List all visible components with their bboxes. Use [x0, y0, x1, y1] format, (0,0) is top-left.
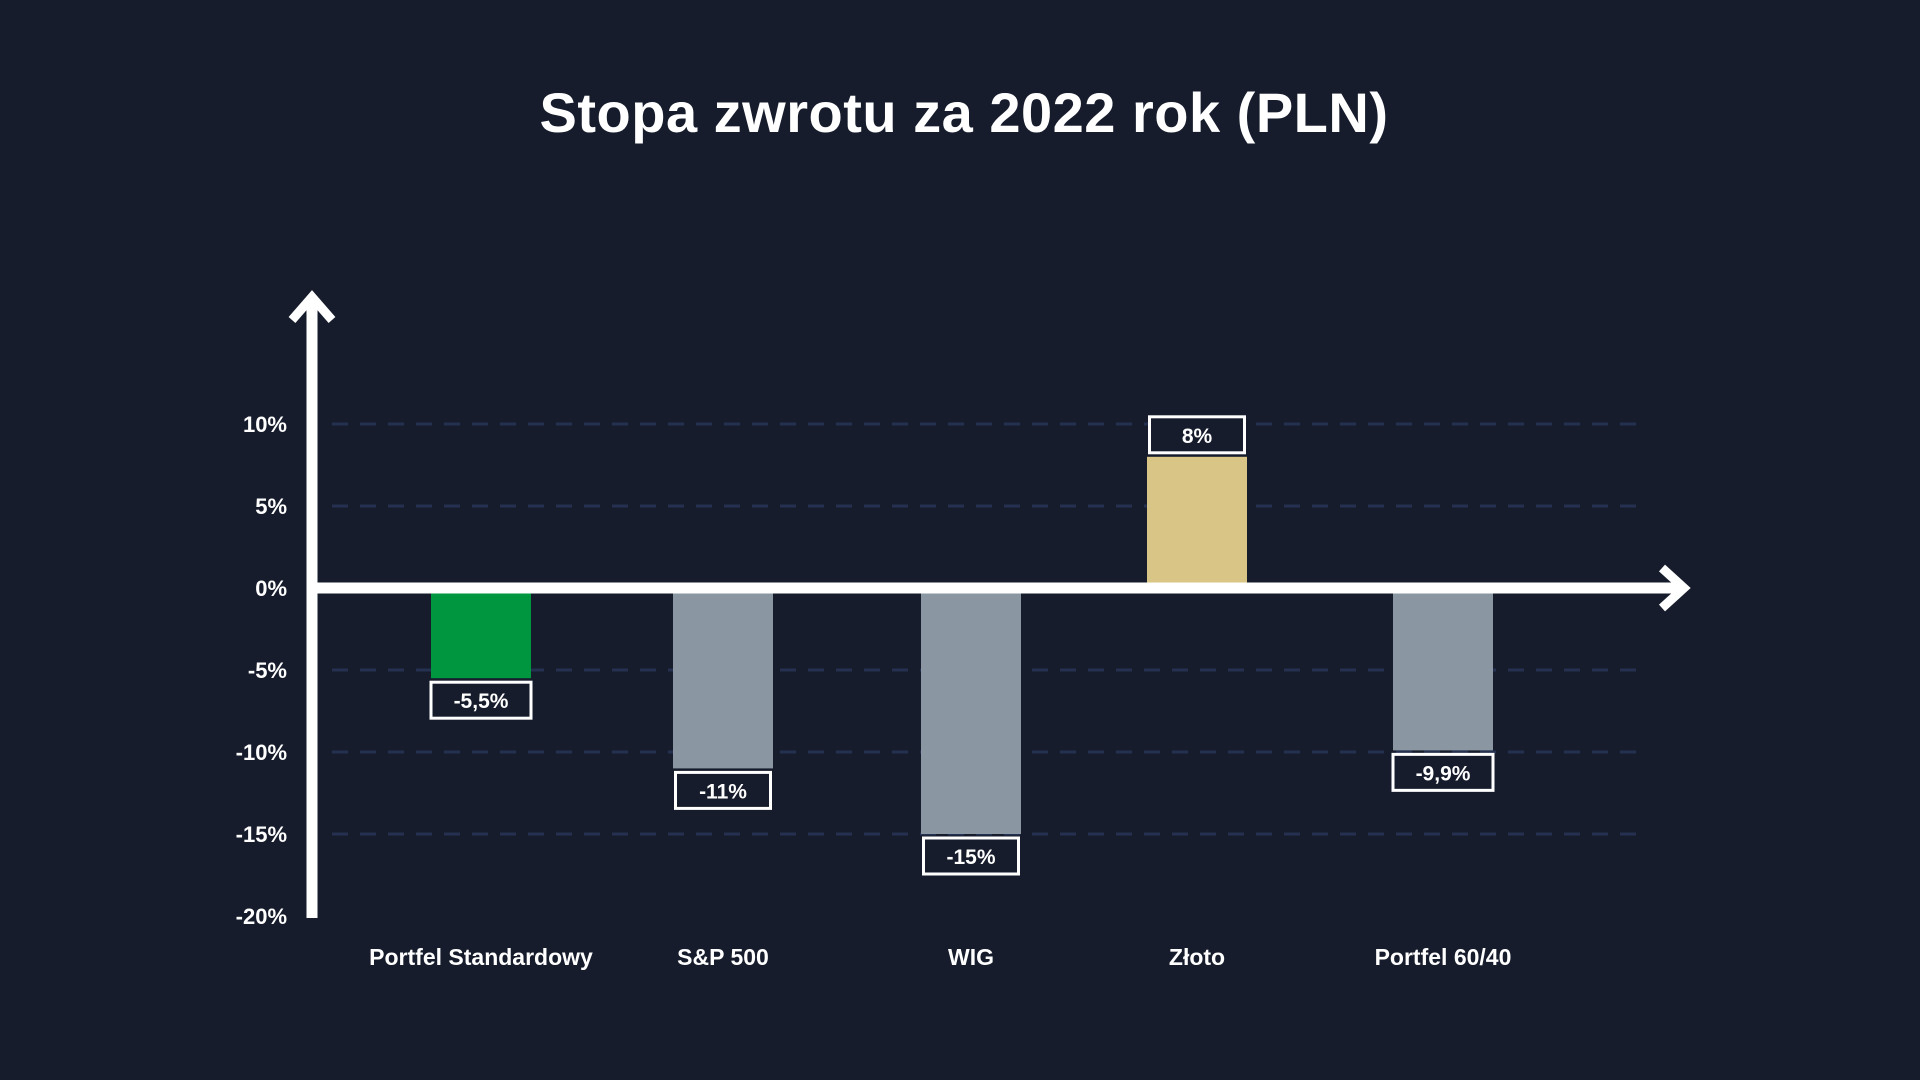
y-tick-label: -15% [236, 822, 287, 847]
data-label-box [429, 680, 533, 720]
data-label: -15% [946, 846, 995, 869]
bar [431, 588, 531, 679]
x-axis-arrow-icon [1658, 564, 1691, 612]
category-label: Portfel Standardowy [369, 944, 593, 970]
bar [673, 588, 773, 769]
y-tick-label: -10% [236, 740, 287, 765]
category-label: S&P 500 [677, 944, 769, 970]
category-label: Portfel 60/40 [1375, 944, 1512, 970]
data-label: 8% [1182, 425, 1213, 448]
data-label: -9,9% [1416, 762, 1471, 785]
data-label-box [674, 770, 772, 810]
data-label: -11% [699, 780, 747, 803]
y-tick-label: -5% [248, 658, 287, 683]
y-tick-label: 5% [255, 494, 287, 519]
data-label-box [1148, 415, 1246, 455]
chart-title: Stopa zwrotu za 2022 rok (PLN) [539, 81, 1389, 144]
bar [921, 588, 1021, 834]
y-tick-label: 0% [255, 576, 287, 601]
data-label: -5,5% [454, 690, 509, 713]
y-tick-label: -20% [236, 904, 287, 929]
category-label: WIG [948, 944, 994, 970]
data-label-box [1391, 752, 1495, 792]
y-tick-label: 10% [243, 412, 287, 437]
bar [1393, 588, 1493, 751]
data-label-box [922, 836, 1020, 876]
y-axis-arrow-icon [288, 290, 336, 323]
category-label: Złoto [1169, 944, 1225, 970]
bar [1147, 456, 1247, 588]
